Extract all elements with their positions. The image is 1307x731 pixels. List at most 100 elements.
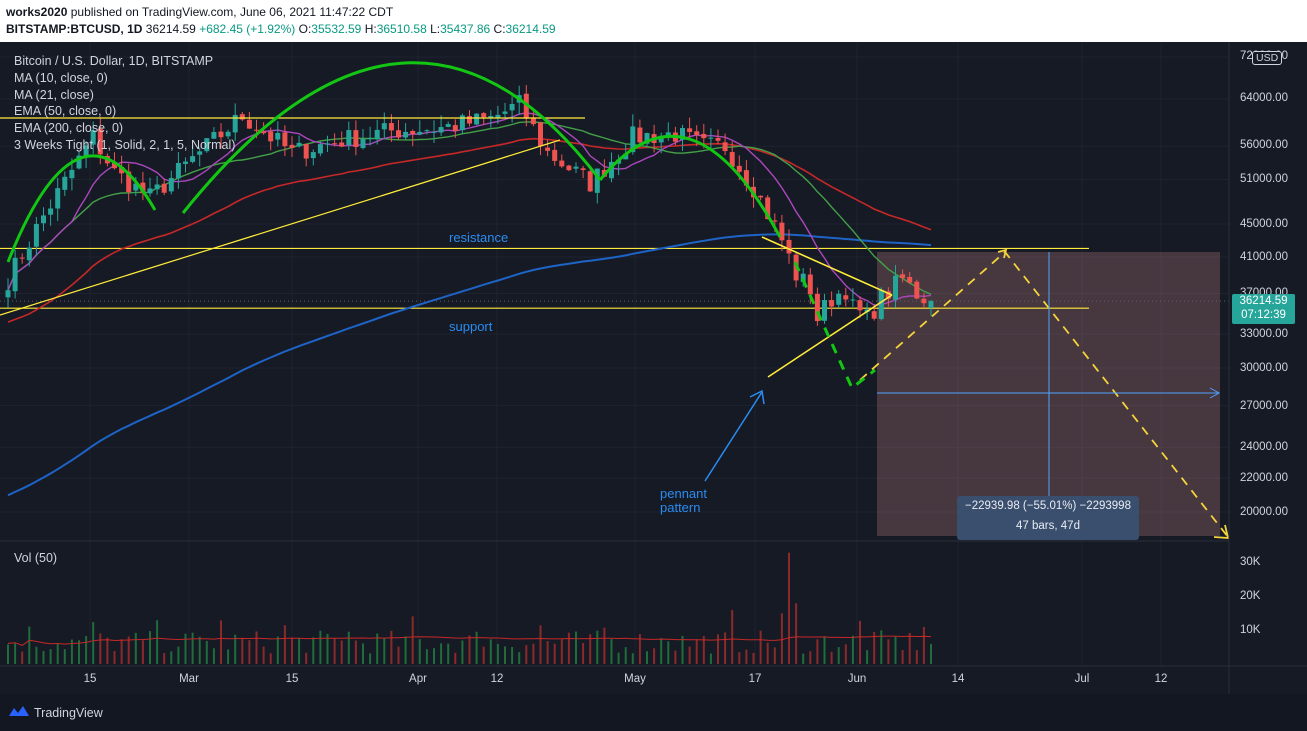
- candle-body: [573, 166, 579, 169]
- tradingview-logo-icon[interactable]: [8, 704, 30, 718]
- drawing-tools[interactable]: [0, 61, 1230, 539]
- support-resistance-lines[interactable]: [0, 247, 1229, 309]
- volume-bar: [766, 642, 769, 664]
- candle-body: [261, 131, 267, 134]
- candle-body: [836, 293, 842, 305]
- candle-body: [736, 165, 742, 172]
- volume-bar: [930, 643, 932, 664]
- volume-bar: [78, 640, 80, 664]
- candle-body: [12, 257, 18, 292]
- candle-body: [687, 128, 693, 132]
- volume-bar: [433, 648, 435, 664]
- volume-bar: [908, 632, 911, 664]
- volume-bar: [482, 646, 485, 664]
- support-label[interactable]: support: [449, 319, 493, 334]
- candle-body: [161, 183, 167, 193]
- volume-bar: [539, 625, 542, 664]
- legend-ma21[interactable]: MA (21, close): [14, 87, 94, 102]
- time-tick: May: [624, 673, 646, 685]
- candle-body: [538, 122, 543, 146]
- legend-symbol[interactable]: Bitcoin / U.S. Dollar, 1D, BITSTAMP: [14, 54, 214, 68]
- volume-bar: [560, 639, 563, 664]
- volume-bar: [773, 647, 776, 664]
- price-tick: 56000.00: [1240, 139, 1288, 151]
- candle-body: [133, 183, 139, 191]
- candle-body: [758, 195, 764, 198]
- candle-body: [296, 142, 302, 147]
- resistance-label[interactable]: resistance: [449, 230, 509, 245]
- volume-bar: [248, 640, 251, 664]
- time-tick: 15: [83, 673, 97, 685]
- price-tick: 41000.00: [1240, 251, 1288, 263]
- volume-bar: [170, 651, 173, 664]
- candle-body: [90, 130, 96, 145]
- volume-bar: [411, 616, 414, 664]
- currency-badge[interactable]: USD: [1252, 51, 1283, 65]
- volume-bar: [859, 620, 861, 664]
- candle-body: [779, 222, 785, 241]
- volume-bar: [149, 631, 151, 664]
- volume-bar: [589, 634, 592, 664]
- volume-bar: [120, 639, 123, 664]
- volume-bar: [340, 640, 343, 664]
- price-tick: 24000.00: [1240, 441, 1288, 453]
- volume-bar: [745, 649, 748, 664]
- open-label: O:: [298, 22, 312, 36]
- volume-bar: [837, 647, 840, 664]
- volume-bar: [922, 626, 925, 664]
- volume-bar: [418, 639, 421, 664]
- volume-bar: [7, 644, 9, 664]
- volume-bar: [319, 630, 322, 664]
- brand-name[interactable]: TradingView: [34, 706, 103, 720]
- legend-ema50[interactable]: EMA (50, close, 0): [14, 104, 117, 119]
- footer-bar: TradingView: [0, 694, 1307, 731]
- volume-bar: [255, 631, 258, 664]
- candle-body: [566, 165, 572, 171]
- candle-body: [218, 131, 224, 138]
- candle-body: [722, 142, 728, 152]
- close-value: 36214.59: [505, 22, 556, 36]
- pennant-label-2[interactable]: pattern: [660, 500, 701, 515]
- volume-bar: [191, 632, 194, 664]
- volume-bar: [454, 652, 457, 664]
- legend-3wt[interactable]: 3 Weeks Tight (1, Solid, 2, 1, 5, Normal…: [14, 137, 236, 152]
- candle-body: [509, 104, 515, 111]
- pennant-pointer-arrow: [704, 391, 763, 482]
- volume-bar: [163, 653, 166, 664]
- candle-body: [76, 155, 82, 169]
- candle-body: [694, 131, 700, 135]
- candle-body: [26, 247, 32, 261]
- candle-body: [452, 125, 458, 131]
- volume-bar: [376, 633, 379, 664]
- volume-bar: [205, 640, 208, 664]
- candle-body: [594, 168, 600, 193]
- volume-tick: 20K: [1240, 590, 1261, 602]
- candle-body: [62, 176, 68, 190]
- candle-body: [360, 138, 366, 149]
- price-chart[interactable]: [0, 0, 1307, 694]
- legend-ema200[interactable]: EMA (200, close, 0): [14, 121, 124, 136]
- candle-body: [609, 161, 614, 179]
- candle-body: [488, 115, 494, 118]
- author-name[interactable]: works2020: [6, 5, 68, 19]
- volume-bar: [14, 643, 17, 664]
- measure-tooltip[interactable]: −22939.98 (−55.01%) −2293998 47 bars, 47…: [957, 496, 1139, 540]
- time-tick: 12: [490, 673, 504, 685]
- legend-ma10[interactable]: MA (10, close, 0): [14, 70, 108, 85]
- candle-body: [353, 130, 359, 147]
- pennant-label-1[interactable]: pennant: [660, 486, 707, 501]
- time-tick: Apr: [409, 673, 427, 685]
- time-tick: 12: [1154, 673, 1168, 685]
- volume-ma-line: [7, 635, 932, 646]
- volume-bar: [866, 650, 869, 664]
- candle-body: [921, 298, 927, 304]
- measure-arrowhead: [1209, 387, 1221, 399]
- candle-body: [41, 215, 46, 224]
- candle-body: [431, 131, 437, 133]
- price-tick: 64000.00: [1240, 92, 1288, 104]
- candle-body: [474, 113, 480, 125]
- high-value: 36510.58: [376, 22, 427, 36]
- arc-1: [6, 154, 157, 263]
- candle-body: [893, 275, 898, 300]
- volume-bar: [333, 637, 336, 664]
